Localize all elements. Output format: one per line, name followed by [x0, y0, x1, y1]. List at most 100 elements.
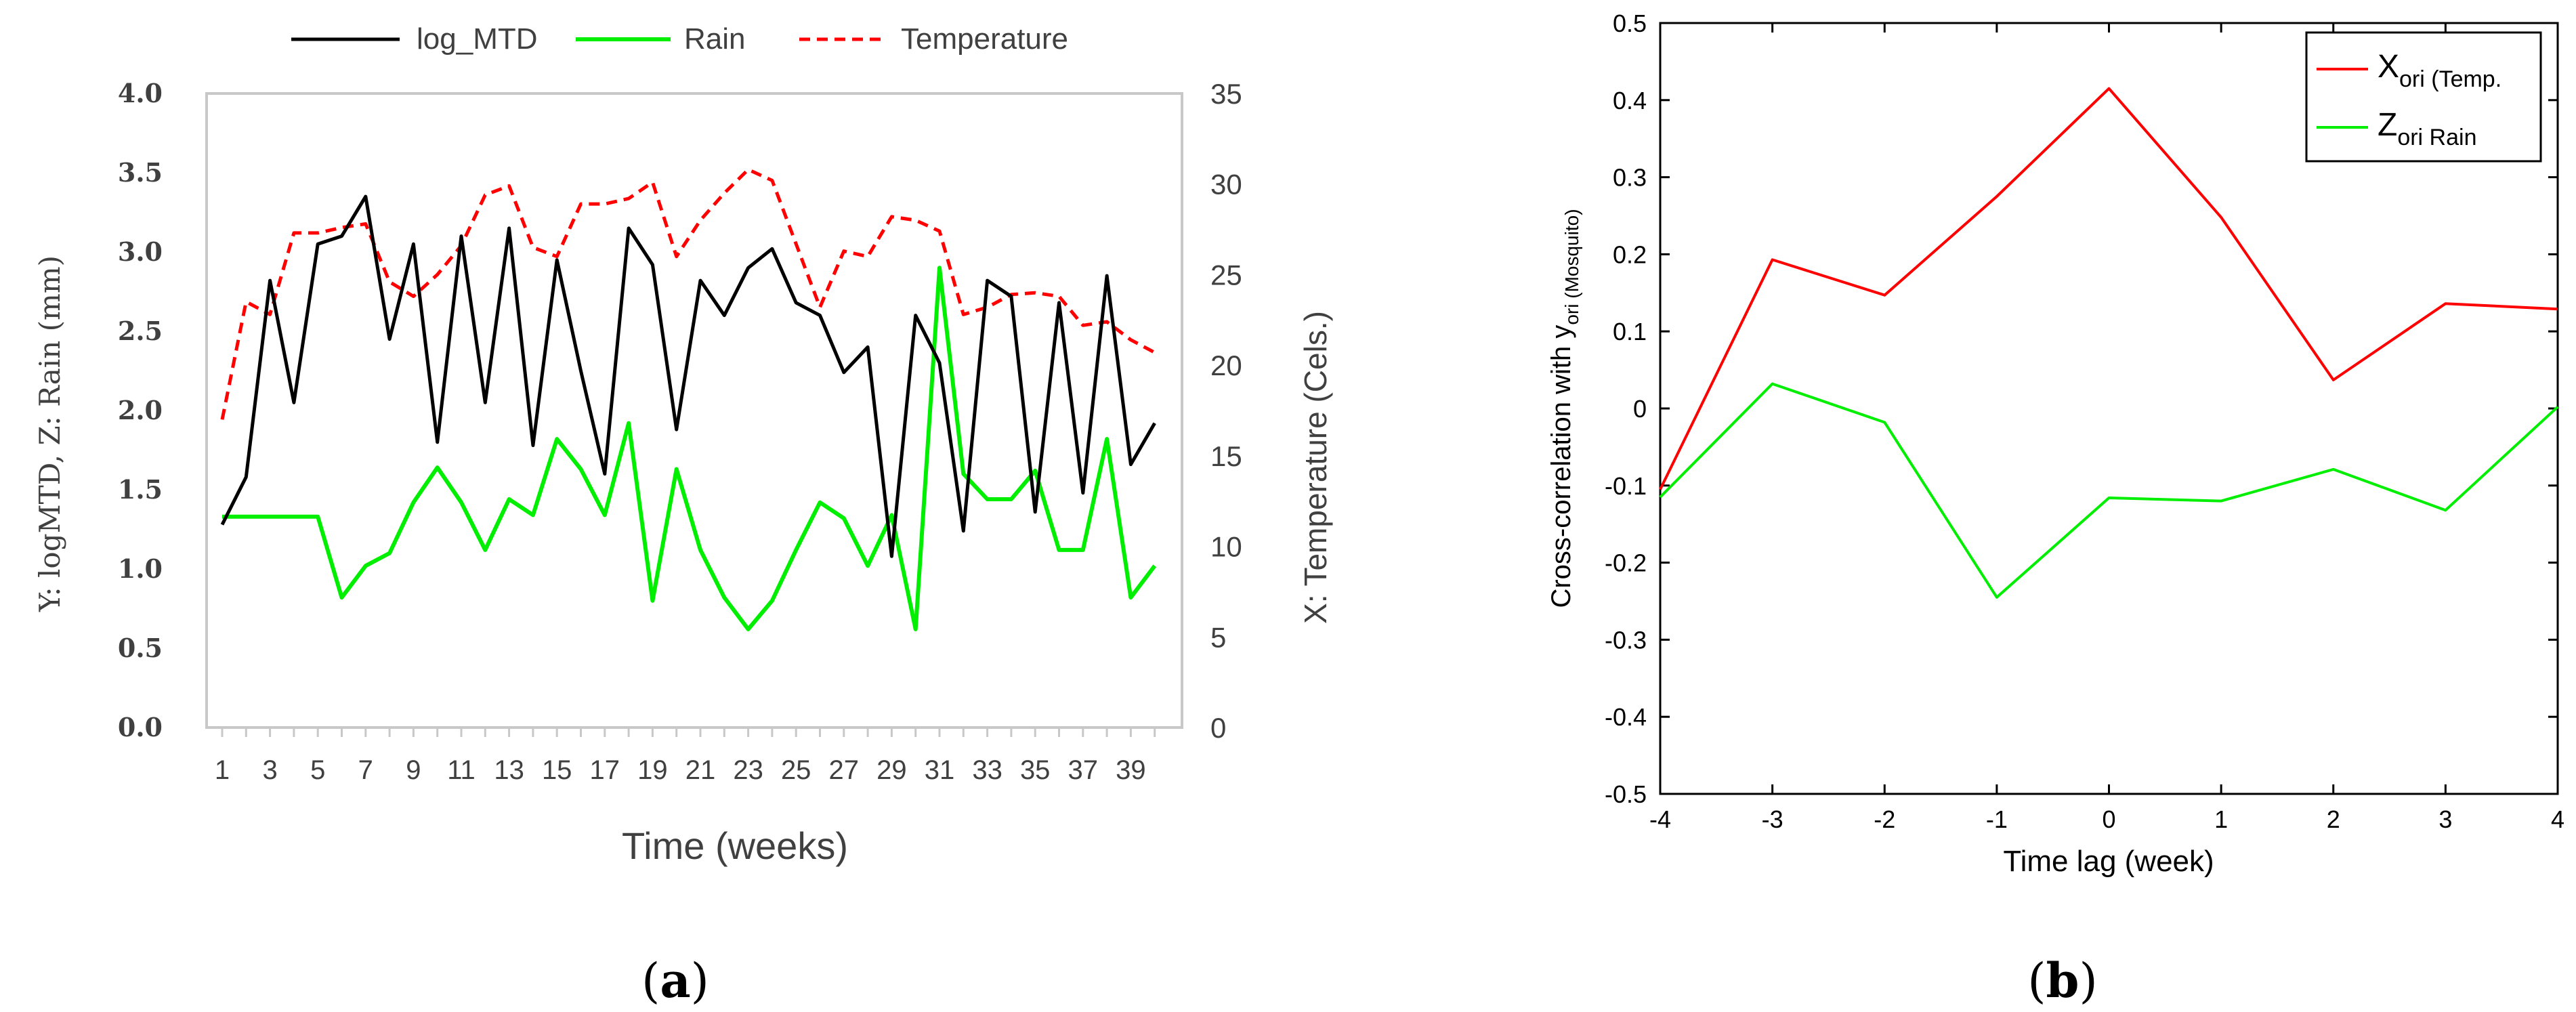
x-tick-label-a: 35 — [1020, 755, 1051, 785]
x-tick-label-b: 1 — [2214, 805, 2228, 833]
y2-tick-label-a: 30 — [1210, 169, 1242, 201]
y-tick-label-a: 3.5 — [118, 157, 163, 188]
series-line-z-ori-rain — [1659, 382, 2559, 599]
x-tick-label-a: 17 — [590, 755, 620, 785]
x-tick-label-a: 13 — [494, 755, 524, 785]
y-tick-label-a: 2.0 — [118, 395, 163, 425]
series-line-x-ori-temp — [1659, 87, 2558, 490]
legend-label-x-temp: Xori (Temp. — [2378, 49, 2501, 92]
chart-panel-a: log_MTD Rain Temperature 0.0 0.5 1.0 1.5 2.0… — [33, 22, 1333, 1009]
y2-tick-label-a: 25 — [1210, 259, 1242, 291]
x-tick-label-b: 4 — [2551, 805, 2564, 833]
legend-box-b — [2305, 31, 2542, 163]
panel-label-a: (a) — [641, 952, 709, 1009]
x-tick-label-a: 33 — [972, 755, 1002, 785]
legend-label-z-rain-sub: ori Rain — [2397, 125, 2476, 150]
x-tick-label-a: 5 — [310, 755, 325, 785]
x-tick-label-a: 37 — [1068, 755, 1099, 785]
x-tick-label-a: 23 — [733, 755, 763, 785]
panel-label-b: (b) — [2027, 952, 2098, 1009]
y-tick-label-b: 0.3 — [1613, 164, 1647, 192]
legend-a: log_MTD Rain Temperature — [291, 22, 1068, 56]
y-tick-label-a: 4.0 — [118, 78, 163, 108]
x-tick-label-b: -1 — [1986, 805, 2008, 833]
y-tick-label-b: 0.4 — [1613, 87, 1647, 114]
y-tick-label-a: 1.5 — [118, 474, 163, 505]
series-line-log-mtd — [220, 194, 1156, 558]
plot-area-a — [205, 92, 1183, 729]
panel-label-b-letter: b — [2046, 952, 2079, 1009]
x-axis-label-b: Time lag (week) — [2003, 845, 2214, 878]
series-line-temperature — [220, 167, 1156, 420]
legend-label-z-rain-main: Z — [2378, 107, 2397, 143]
y2-tick-label-a: 5 — [1210, 621, 1226, 653]
legend-b: Xori (Temp. Zori Rain — [2305, 31, 2542, 163]
x-tick-label-a: 39 — [1116, 755, 1146, 785]
y-axis-label-b: Cross-correlation with yori (Mosquito) — [1546, 209, 1582, 608]
y-tick-label-b: -0.1 — [1605, 472, 1647, 500]
x-tick-label-a: 27 — [829, 755, 860, 785]
x-axis-label-a: Time (weeks) — [622, 824, 848, 867]
legend-label-temperature: Temperature — [901, 22, 1068, 56]
x-tick-label-a: 1 — [215, 755, 230, 785]
legend-label-z-rain: Zori Rain — [2378, 107, 2477, 150]
x-tick-label-b: 3 — [2438, 805, 2452, 833]
x-tick-label-b: -4 — [1649, 805, 1671, 833]
y2-tick-label-a: 0 — [1210, 712, 1226, 744]
x-tick-label-a: 31 — [925, 755, 955, 785]
y2-tick-label-a: 35 — [1210, 78, 1242, 110]
y2-tick-label-a: 10 — [1210, 531, 1242, 563]
chart-panel-b: -0.5-0.4-0.3-0.2-0.100.10.20.30.40.5 -4-… — [1546, 9, 2564, 1009]
y-tick-label-a: 0.5 — [118, 633, 163, 663]
right-axis-ticks-a: 0 5 10 15 20 25 30 35 — [1210, 78, 1242, 744]
y-tick-label-b: -0.5 — [1605, 780, 1647, 808]
x-tick-label-a: 29 — [877, 755, 907, 785]
x-tick-label-b: 2 — [2327, 805, 2340, 833]
y-tick-label-a: 1.0 — [118, 553, 163, 584]
y-axis-label-b-main: Cross-correlation with y — [1546, 325, 1576, 608]
panel-label-a-open: ( — [641, 953, 660, 1009]
x-tick-label-b: -2 — [1874, 805, 1895, 833]
series-group-a — [220, 167, 1157, 631]
y-axis-label-a: Y: logMTD, Z: Rain (mm) — [33, 255, 66, 612]
y2-axis-label-a: X: Temperature (Cels.) — [1298, 311, 1333, 624]
y-tick-label-b: 0.2 — [1613, 240, 1647, 268]
x-tick-label-b: 0 — [2102, 805, 2115, 833]
series-line-rain — [222, 266, 1157, 631]
x-tick-label-a: 19 — [637, 755, 668, 785]
panel-label-b-open: ( — [2027, 953, 2046, 1009]
x-axis-ticks-a: 1 3 5 7 9 11 13 15 17 19 21 23 25 27 29 31 33 35 37 39 — [215, 728, 1156, 785]
y-tick-label-b: -0.3 — [1605, 626, 1647, 654]
y-tick-label-b: 0 — [1633, 395, 1647, 423]
series-group-b — [1659, 87, 2559, 599]
x-tick-label-a: 21 — [685, 755, 716, 785]
y-tick-label-a: 2.5 — [118, 316, 163, 346]
x-tick-label-b: -3 — [1762, 805, 1783, 833]
x-tick-label-a: 25 — [781, 755, 811, 785]
x-tick-label-a: 11 — [447, 755, 476, 785]
legend-label-x-temp-sub: ori (Temp. — [2399, 66, 2501, 92]
x-axis-ticks-b: -4 -3 -2 -1 0 1 2 3 4 — [1649, 23, 2564, 833]
y-tick-label-b: 0.1 — [1613, 318, 1647, 345]
x-tick-label-a: 9 — [406, 755, 421, 785]
y2-tick-label-a: 20 — [1210, 350, 1242, 381]
y-tick-label-b: -0.4 — [1605, 703, 1647, 731]
y-axis-ticks-b: -0.5 -0.4 -0.3 -0.2 -0.1 0 0.1 0.2 0.3 0.4 0.5 — [1605, 9, 2558, 808]
y-axis-label-b-sub: ori (Mosquito) — [1561, 209, 1582, 324]
y-tick-label-a: 0.0 — [118, 712, 163, 742]
panel-label-a-close: ) — [691, 953, 709, 1009]
y2-tick-label-a: 15 — [1210, 440, 1242, 472]
x-tick-label-a: 3 — [262, 755, 277, 785]
left-axis-ticks-a: 0.0 0.5 1.0 1.5 2.0 2.5 3.0 3.5 4.0 — [118, 78, 163, 742]
y-tick-label-b: -0.2 — [1605, 549, 1647, 577]
x-tick-label-a: 7 — [358, 755, 373, 785]
panel-label-b-close: ) — [2079, 953, 2097, 1009]
x-tick-label-a: 15 — [542, 755, 572, 785]
legend-label-rain: Rain — [684, 22, 746, 56]
legend-label-log-mtd: log_MTD — [417, 22, 538, 56]
y-tick-label-a: 3.0 — [118, 236, 163, 267]
panel-label-a-letter: a — [660, 952, 690, 1009]
legend-label-x-temp-main: X — [2378, 49, 2399, 85]
y-tick-label-b: 0.5 — [1613, 9, 1647, 37]
